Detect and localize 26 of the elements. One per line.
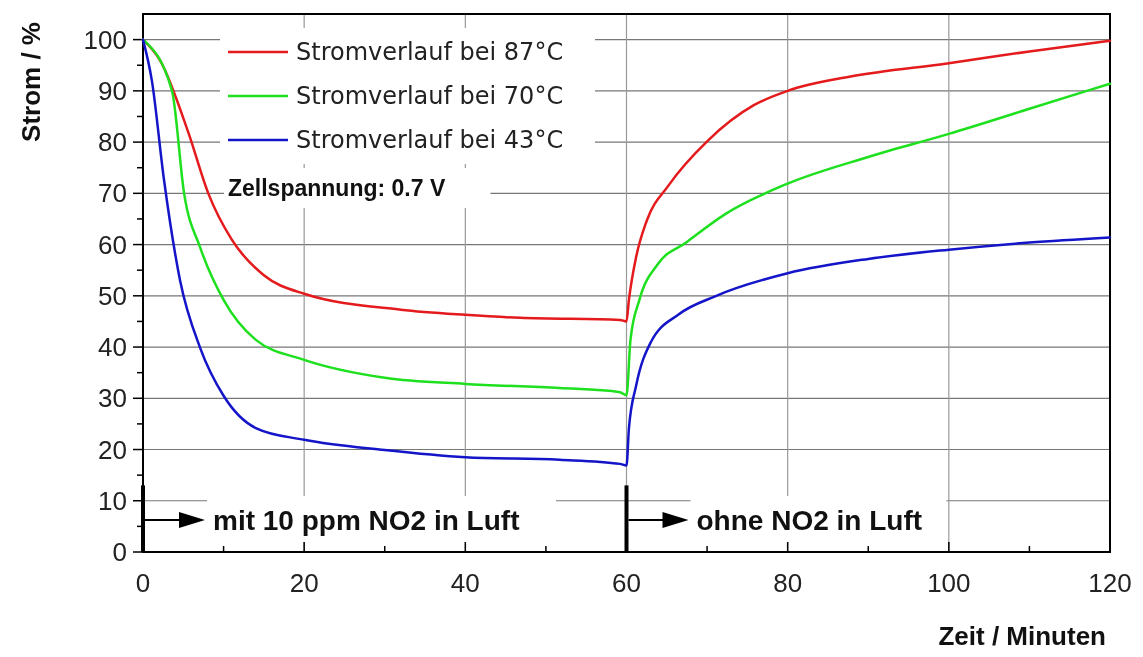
y-tick-label: 80: [98, 127, 127, 158]
ref-line-label: ohne NO2 in Luft: [696, 504, 923, 536]
x-tick-label: 40: [450, 568, 480, 598]
x-tick-label: 0: [135, 568, 151, 598]
y-tick-label: 90: [98, 75, 127, 106]
y-tick-label: 70: [98, 178, 127, 209]
y-tick-label: 100: [83, 24, 127, 55]
y-tick-label: 10: [98, 485, 127, 516]
x-tick-label: 120: [1088, 568, 1132, 598]
x-axis-title: Zeit / Minuten: [938, 621, 1106, 651]
y-tick-label: 50: [98, 280, 127, 311]
x-tick-label: 60: [612, 568, 641, 598]
y-tick-label: 40: [98, 332, 127, 363]
y-tick-label: 20: [98, 434, 127, 465]
legend-label: Stromverlauf bei 70°C: [296, 82, 564, 111]
x-tick-label: 20: [289, 568, 319, 598]
y-tick-label: 30: [98, 383, 127, 414]
legend-label: Stromverlauf bei 43°C: [296, 126, 564, 155]
y-axis-title: Strom / %: [16, 22, 46, 142]
y-tick-label: 0: [112, 537, 127, 568]
y-tick-label: 60: [98, 229, 127, 260]
x-tick-label: 100: [927, 568, 971, 598]
ref-line-label: mit 10 ppm NO2 in Luft: [213, 504, 520, 536]
legend-label: Stromverlauf bei 87°C: [296, 38, 564, 67]
annotation: Zellspannung: 0.7 V: [228, 175, 446, 202]
x-tick-label: 80: [773, 568, 803, 598]
